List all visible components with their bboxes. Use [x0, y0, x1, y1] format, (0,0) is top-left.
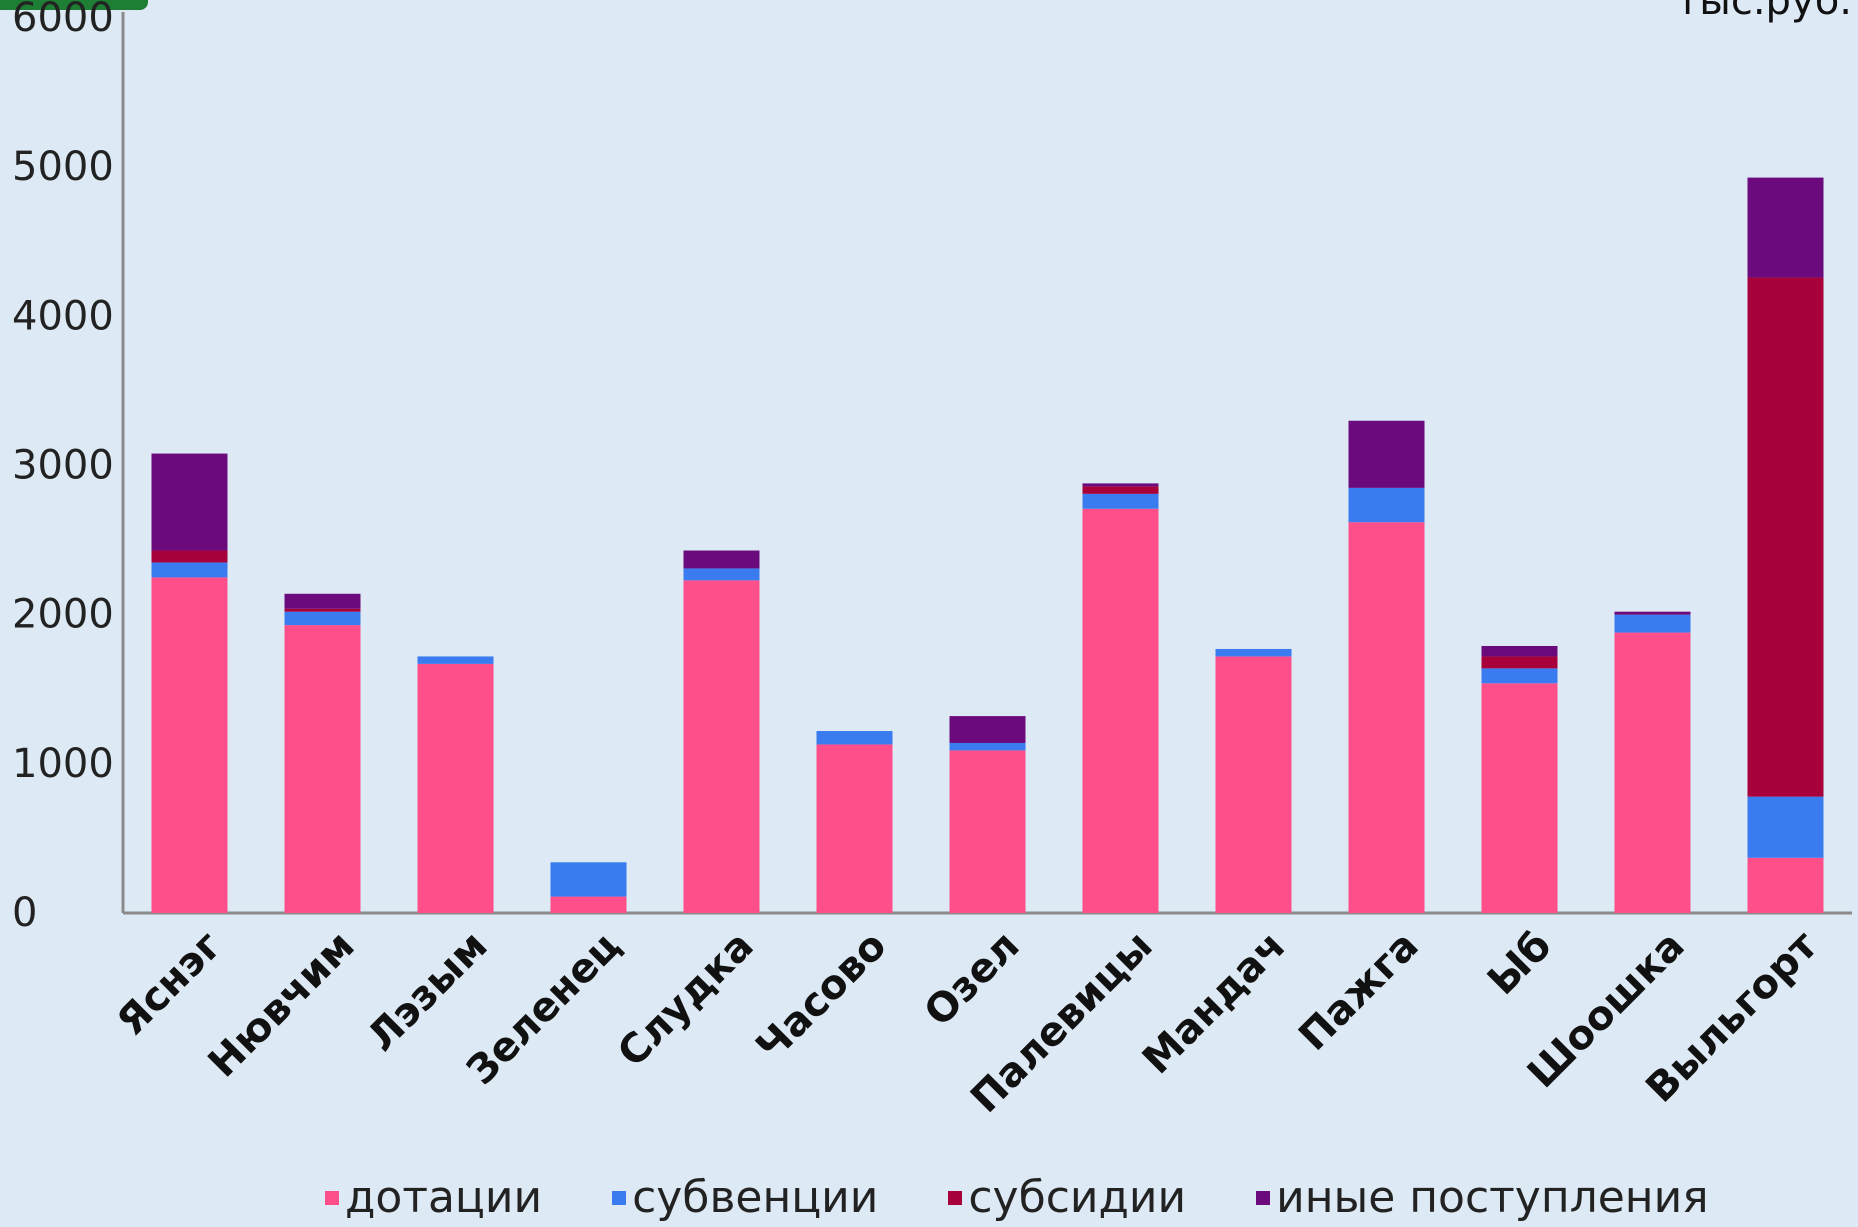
legend-swatch-subsidii	[948, 1190, 963, 1205]
bar-segment-2-12	[1614, 614, 1691, 633]
bar-segment-1-10	[1348, 522, 1425, 913]
bar-segment-3-11	[1481, 656, 1558, 669]
bar-segment-3-13	[1747, 277, 1824, 797]
y-tick-label: 2000	[12, 592, 114, 638]
bar-segment-1-6	[816, 744, 893, 913]
bar-segment-4-10	[1348, 420, 1425, 488]
bar-segment-4-12	[1614, 611, 1691, 615]
bar-segment-2-9	[1215, 648, 1292, 657]
bar-segment-2-1	[151, 562, 228, 578]
bar-segment-1-3	[417, 663, 494, 913]
bar-segment-1-13	[1747, 857, 1824, 913]
bar-segment-2-7	[949, 742, 1026, 751]
bar-segment-1-2	[284, 625, 361, 913]
bar-segment-4-13	[1747, 177, 1824, 278]
bar-segment-1-5	[683, 580, 760, 913]
legend-item-inye: иные поступления	[1256, 1172, 1709, 1223]
y-tick-label: 1000	[12, 741, 114, 787]
corner-tab	[0, 0, 148, 10]
bar-segment-1-9	[1215, 656, 1292, 913]
bar-segment-2-3	[417, 656, 494, 664]
bar-segment-2-2	[284, 611, 361, 626]
bar-segment-3-8	[1082, 486, 1159, 494]
bar-segment-4-7	[949, 716, 1026, 743]
bar-segment-3-2	[284, 608, 361, 612]
legend-label-subvencii: субвенции	[632, 1172, 879, 1223]
bar-segment-1-1	[151, 577, 228, 913]
bar-segment-2-13	[1747, 796, 1824, 858]
legend-label-dotacii: дотации	[345, 1172, 543, 1223]
legend-swatch-dotacii	[325, 1190, 339, 1205]
y-tick-label: 5000	[12, 144, 114, 190]
bar-segment-1-11	[1481, 683, 1558, 913]
unit-label: тыс.руб.	[1675, 0, 1852, 24]
bar-segment-2-6	[816, 731, 893, 745]
bar-segment-2-8	[1082, 493, 1159, 509]
bar-segment-2-11	[1481, 668, 1558, 684]
bar-segment-4-8	[1082, 483, 1159, 487]
legend: дотации субвенции субсидии иные поступле…	[325, 1172, 1709, 1223]
legend-swatch-inye	[1256, 1190, 1271, 1205]
legend-swatch-subvencii	[612, 1190, 627, 1205]
bar-segment-2-4	[550, 862, 627, 897]
legend-label-subsidii: субсидии	[968, 1172, 1187, 1223]
bar-segment-4-5	[683, 550, 760, 569]
bar-segment-1-4	[550, 896, 627, 913]
x-category-label: Слудка	[609, 923, 763, 1077]
x-category-label: Лэзым	[359, 923, 497, 1061]
x-category-label: Часово	[748, 923, 896, 1071]
bar-segment-4-1	[151, 453, 228, 551]
x-category-label: Озел	[916, 923, 1029, 1036]
legend-item-subvencii: субвенции	[612, 1172, 878, 1223]
legend-item-dotacii: дотации	[325, 1172, 542, 1223]
bar-segment-2-5	[683, 568, 760, 581]
y-tick-label: 6000	[12, 0, 114, 41]
bar-segment-4-2	[284, 593, 361, 609]
y-tick-label: 4000	[12, 293, 114, 339]
x-category-label: Нювчим	[200, 923, 364, 1087]
legend-label-inye: иные поступления	[1276, 1172, 1709, 1223]
bar-segment-1-8	[1082, 508, 1159, 913]
y-tick-label: 3000	[12, 443, 114, 489]
x-category-label: Мандач	[1134, 923, 1295, 1084]
x-category-label: Ыб	[1479, 923, 1561, 1005]
bar-segment-3-1	[151, 550, 228, 563]
bar-segment-2-10	[1348, 487, 1425, 523]
bar-segment-1-7	[949, 750, 1026, 913]
y-tick-label: 0	[12, 890, 37, 936]
x-category-label: Пажга	[1290, 923, 1427, 1060]
bar-segment-1-12	[1614, 632, 1691, 913]
legend-item-subsidii: субсидии	[948, 1172, 1186, 1223]
bar-segment-4-11	[1481, 645, 1558, 657]
x-category-label: Яснэг	[108, 923, 230, 1045]
